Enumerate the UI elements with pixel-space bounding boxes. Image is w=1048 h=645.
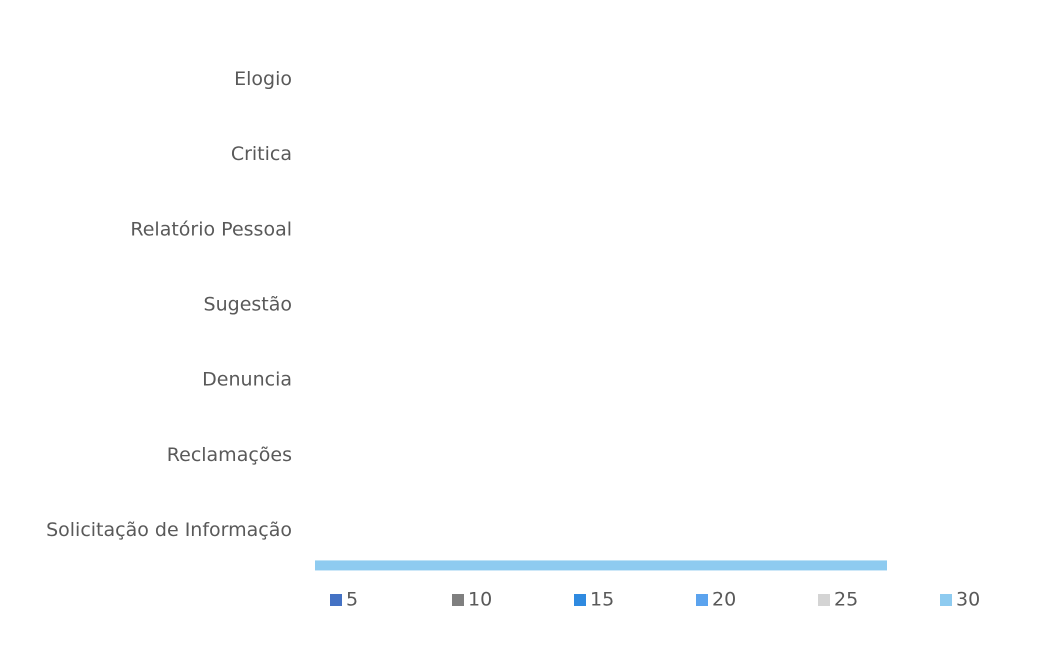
legend-label: 10 [468, 589, 492, 611]
legend-label: 5 [346, 589, 358, 611]
y-tick-label: Relatório Pessoal [130, 218, 292, 240]
legend-swatch [452, 594, 464, 606]
y-tick-label: Critica [231, 143, 292, 165]
y-tick-label: Elogio [234, 68, 292, 90]
bar [315, 560, 887, 571]
legend-swatch [330, 594, 342, 606]
y-tick-label: Reclamações [167, 444, 292, 466]
legend-label: 25 [834, 589, 858, 611]
legend-swatch [696, 594, 708, 606]
legend-label: 30 [956, 589, 980, 611]
legend-swatch [818, 594, 830, 606]
legend-swatch [940, 594, 952, 606]
y-tick-label: Sugestão [204, 294, 292, 316]
legend-swatch [574, 594, 586, 606]
y-tick-label: Solicitação de Informação [46, 519, 292, 541]
legend-label: 15 [590, 589, 614, 611]
legend-label: 20 [712, 589, 736, 611]
y-tick-label: Denuncia [202, 369, 292, 391]
